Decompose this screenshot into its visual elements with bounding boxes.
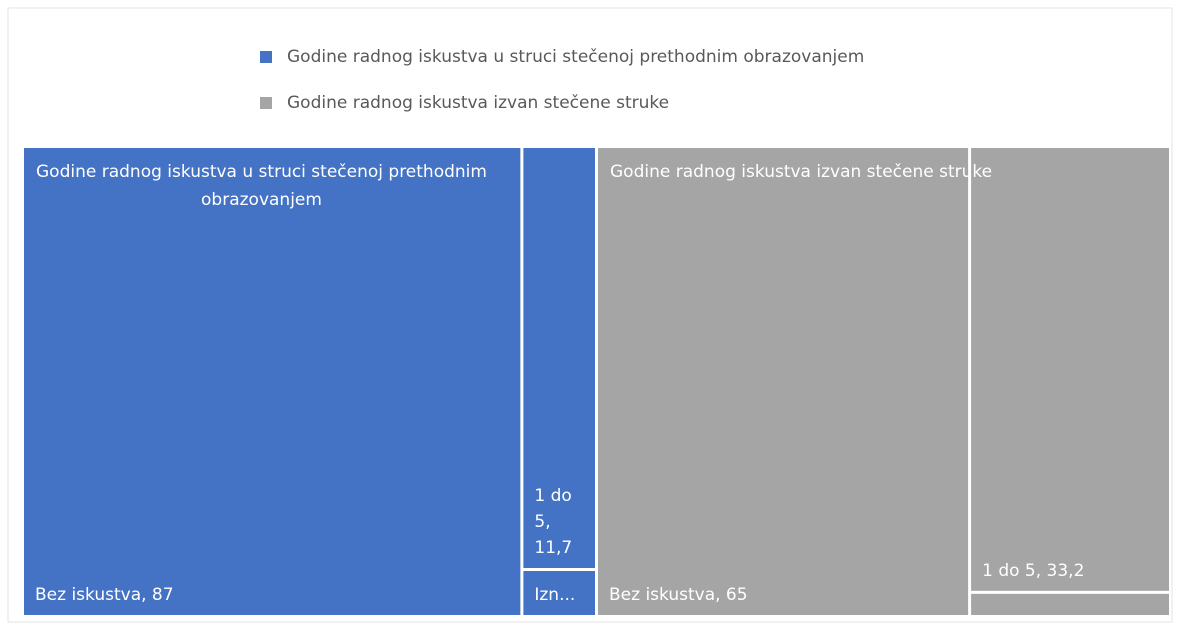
data-label: Bez iskustva, 65 <box>609 585 748 605</box>
data-label: Bez iskustva, 87 <box>35 585 174 605</box>
group-header: Godine radnog iskustva izvan stečene str… <box>610 162 992 182</box>
treemap-tile <box>598 148 969 615</box>
legend-label: Godine radnog iskustva izvan stečene str… <box>287 93 669 113</box>
treemap-tile <box>971 593 1169 615</box>
treemap-tile <box>971 148 1169 591</box>
legend-swatch <box>260 51 272 63</box>
data-label: 1 do 5, 33,2 <box>982 561 1084 581</box>
data-label: 1 do 5, 11,7 <box>534 486 572 558</box>
treemap-tile <box>523 571 595 615</box>
treemap-tile <box>523 148 595 568</box>
data-label: Izn... <box>534 585 575 605</box>
legend-swatch <box>260 97 272 109</box>
group-header: Godine radnog iskustva u struci stečenoj… <box>36 162 487 210</box>
treemap-tile <box>24 148 521 615</box>
legend-label: Godine radnog iskustva u struci stečenoj… <box>287 47 864 67</box>
